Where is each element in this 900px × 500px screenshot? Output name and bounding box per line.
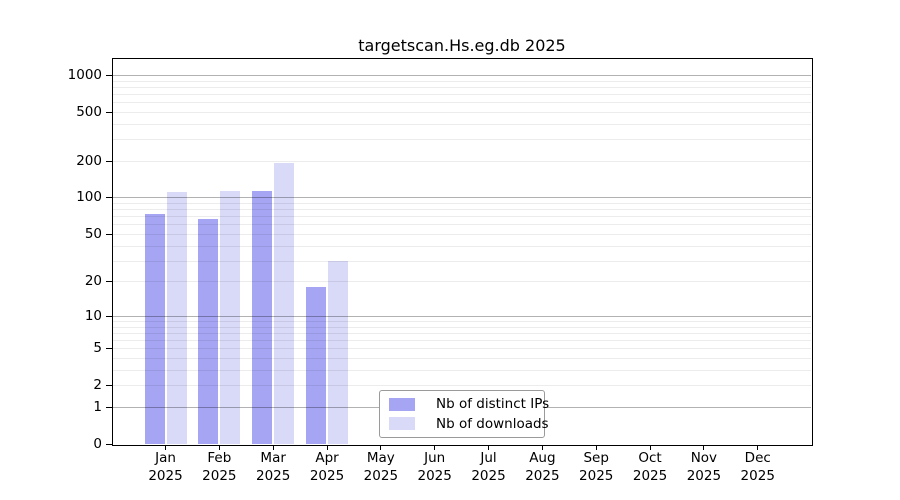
x-axis-tick-label: Mar 2025	[255, 450, 291, 484]
x-axis-tick	[326, 445, 328, 450]
x-axis-tick	[649, 445, 651, 450]
x-axis-tick	[380, 445, 382, 450]
bar-distinct-ips	[198, 219, 219, 444]
y-axis-tick	[106, 160, 113, 162]
x-axis-tick-label: Dec 2025	[740, 450, 775, 484]
gridline-minor	[113, 245, 811, 247]
y-axis-tick	[106, 406, 113, 408]
x-axis-tick-label: May 2025	[363, 450, 399, 484]
y-axis-tick-label: 2	[93, 377, 102, 394]
y-axis-tick-label: 500	[76, 103, 102, 120]
x-axis-tick	[218, 445, 220, 450]
y-axis-tick-label: 20	[84, 273, 102, 290]
y-axis-tick	[106, 385, 113, 387]
y-axis-tick-label: 200	[76, 152, 102, 169]
x-axis-tick-label: Nov 2025	[686, 450, 722, 484]
gridline-minor	[113, 326, 811, 328]
bar-downloads	[328, 260, 349, 444]
y-axis-tick-label: 5	[93, 340, 102, 357]
x-axis-tick	[595, 445, 597, 450]
gridline-minor	[113, 209, 811, 211]
gridline-minor	[113, 123, 811, 125]
gridline-minor	[113, 111, 811, 113]
gridline-minor	[113, 332, 811, 334]
y-axis-tick-label: 0	[93, 436, 102, 452]
gridline-major	[113, 315, 811, 317]
gridline-minor	[113, 340, 811, 342]
x-axis-tick-label: Jul 2025	[471, 450, 506, 484]
x-axis-tick-label: Apr 2025	[309, 450, 345, 484]
gridline-minor	[113, 224, 811, 226]
gridline-minor	[113, 216, 811, 218]
y-axis-tick-label: 100	[76, 189, 102, 206]
gridline-minor	[113, 93, 811, 95]
gridline-minor	[113, 348, 811, 350]
y-axis-tick	[106, 111, 113, 113]
bar-distinct-ips	[252, 190, 273, 444]
bar-distinct-ips	[306, 286, 327, 444]
y-axis-tick	[106, 233, 113, 235]
y-axis-tick	[106, 74, 113, 76]
y-axis-tick	[106, 348, 113, 350]
x-axis-tick-label: Oct 2025	[632, 450, 668, 484]
x-axis-tick-label: Jun 2025	[417, 450, 452, 484]
y-axis-tick	[106, 444, 113, 445]
legend: Nb of distinct IPs Nb of downloads	[379, 390, 549, 438]
x-axis-tick	[541, 445, 543, 450]
gridline-minor	[113, 369, 811, 371]
x-axis-tick	[757, 445, 759, 450]
x-axis-tick-label: Aug 2025	[525, 450, 560, 484]
gridline-minor	[113, 320, 811, 322]
y-axis-tick-label: 50	[84, 225, 102, 242]
gridline-minor	[113, 281, 811, 283]
x-axis-tick-label: Jan 2025	[148, 450, 183, 484]
bar-downloads	[166, 192, 187, 444]
gridline-minor	[113, 260, 811, 262]
x-axis-tick	[165, 445, 166, 450]
y-axis-tick-label: 1000	[67, 66, 102, 83]
gridline-major	[113, 74, 811, 76]
gridline-minor	[113, 203, 811, 204]
y-axis-tick	[106, 281, 113, 283]
x-axis-tick	[434, 445, 436, 450]
gridline-minor	[113, 139, 811, 141]
legend-entry-distinct-ips: Nb of distinct IPs	[388, 396, 549, 412]
gridline-minor	[113, 160, 811, 162]
y-axis-tick-label: 10	[84, 307, 102, 324]
x-axis-tick-label: Sep 2025	[579, 450, 614, 484]
gridline-minor	[113, 86, 811, 88]
x-axis-tick	[488, 445, 490, 450]
x-axis-tick	[703, 445, 705, 450]
legend-swatch-distinct-ips	[389, 397, 415, 411]
bar-distinct-ips	[144, 214, 165, 444]
gridline-minor	[113, 385, 811, 387]
legend-swatch-downloads	[389, 417, 415, 431]
chart-title: targetscan.Hs.eg.db 2025	[358, 36, 566, 55]
bar-downloads	[220, 191, 241, 444]
gridline-minor	[113, 233, 811, 235]
y-axis-tick	[106, 197, 113, 199]
legend-label-distinct-ips: Nb of distinct IPs	[436, 396, 550, 413]
gridline-minor	[113, 358, 811, 360]
gridline-minor	[113, 102, 811, 104]
x-axis-tick	[272, 445, 274, 450]
y-axis-tick-label: 1	[93, 398, 102, 415]
gridline-minor	[113, 80, 811, 82]
bar-downloads	[274, 163, 295, 444]
plot-area	[113, 59, 811, 444]
legend-label-downloads: Nb of downloads	[436, 415, 549, 432]
x-axis-tick-label: Feb 2025	[202, 450, 237, 484]
y-axis-tick	[106, 315, 113, 317]
gridline-major	[113, 197, 811, 199]
legend-entry-downloads: Nb of downloads	[388, 416, 549, 432]
